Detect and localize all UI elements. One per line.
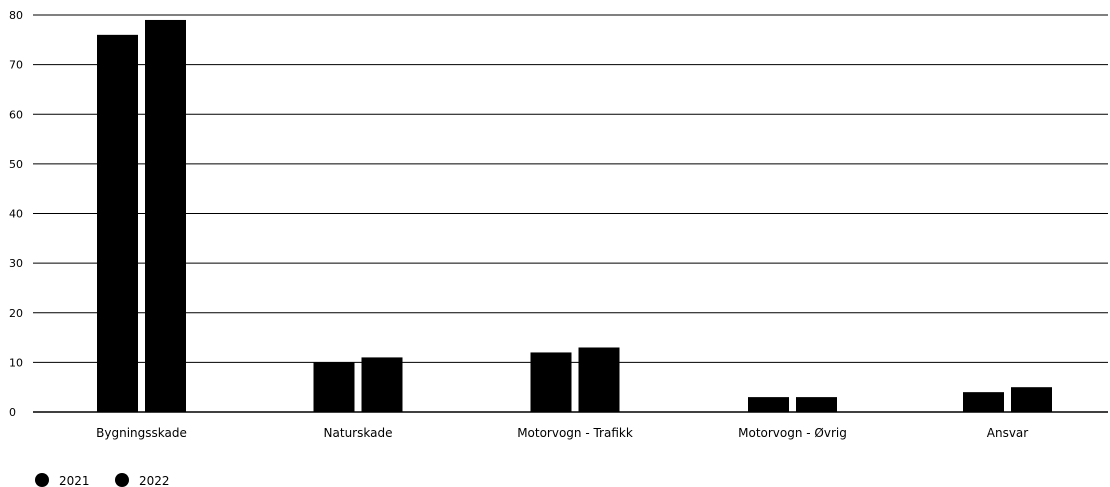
legend: 2021 2022 <box>35 473 170 487</box>
x-category-label: Motorvogn - Trafikk <box>517 426 633 440</box>
y-tick-label: 10 <box>9 356 23 369</box>
y-axis-ticks: 0 10 20 30 40 50 60 70 80 <box>9 9 23 419</box>
bar-2021-1[interactable] <box>313 362 355 412</box>
y-tick-label: 20 <box>9 307 23 320</box>
bar-2022-4[interactable] <box>1011 387 1052 412</box>
y-tick-label: 40 <box>9 208 23 221</box>
bar-2022-2[interactable] <box>578 347 620 412</box>
y-tick-label: 50 <box>9 158 23 171</box>
legend-label-2022[interactable]: 2022 <box>139 474 170 487</box>
legend-label-2021[interactable]: 2021 <box>59 474 90 487</box>
y-tick-label: 30 <box>9 257 23 270</box>
x-category-label: Bygningsskade <box>96 426 187 440</box>
x-category-label: Ansvar <box>987 426 1029 440</box>
bar-2022-0[interactable] <box>145 19 186 413</box>
legend-marker-2022[interactable] <box>115 473 129 487</box>
bar-2021-4[interactable] <box>963 392 1004 412</box>
y-tick-label: 80 <box>9 9 23 22</box>
legend-marker-2021[interactable] <box>35 473 49 487</box>
grid-lines <box>33 14 1108 413</box>
y-tick-label: 70 <box>9 59 23 72</box>
bars <box>97 19 1052 413</box>
bar-2022-3[interactable] <box>796 397 837 412</box>
y-tick-label: 60 <box>9 108 23 121</box>
x-axis-categories: Bygningsskade Naturskade Motorvogn - Trafi… <box>96 426 1028 440</box>
x-category-label: Motorvogn - Øvrig <box>738 426 847 440</box>
bar-2021-2[interactable] <box>530 352 572 412</box>
bar-2021-0[interactable] <box>97 34 138 412</box>
x-category-label: Naturskade <box>324 426 393 440</box>
bar-2022-1[interactable] <box>361 357 403 412</box>
bar-2021-3[interactable] <box>748 397 789 412</box>
y-tick-label: 0 <box>9 406 16 419</box>
